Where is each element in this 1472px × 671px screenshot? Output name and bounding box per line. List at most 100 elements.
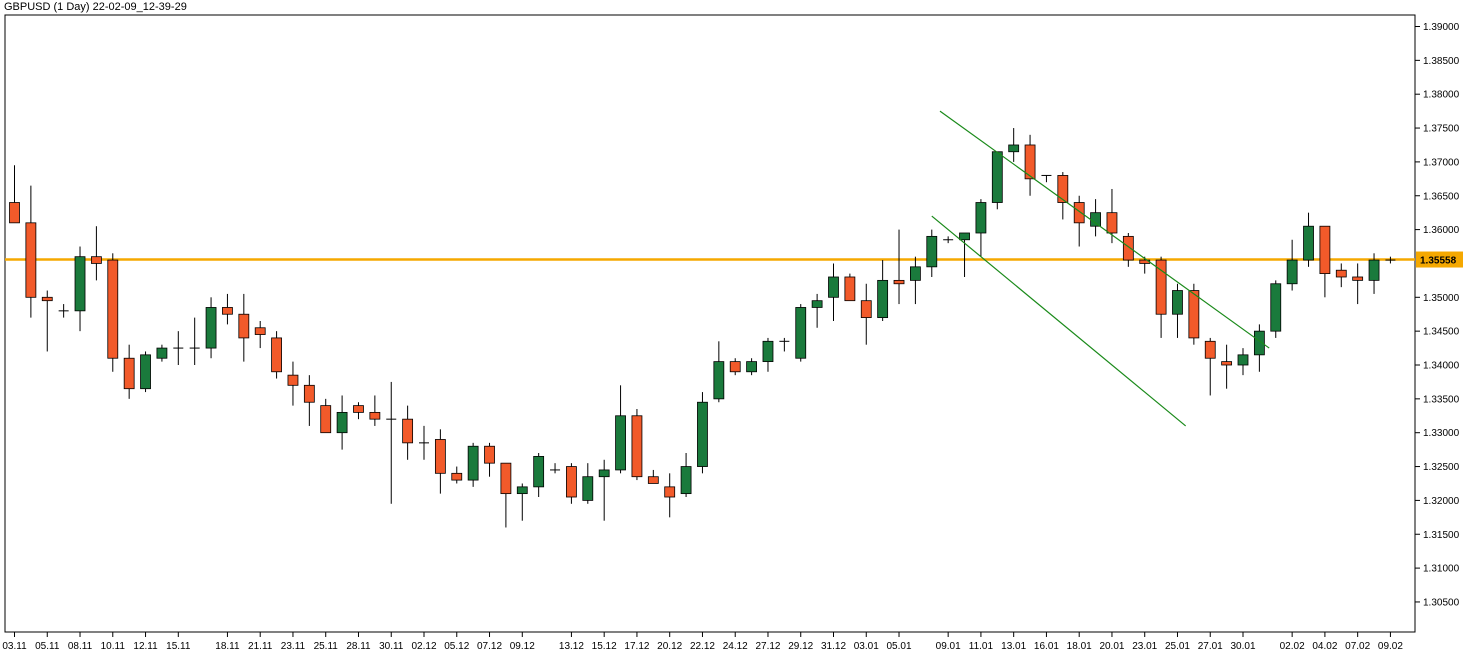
candle-up — [467, 445, 479, 481]
candle-down — [647, 476, 659, 484]
x-tick-label: 05.11 — [35, 641, 60, 652]
candle-down — [91, 256, 102, 264]
chart-frame — [4, 14, 1416, 633]
x-tick-label: 13.12 — [559, 641, 584, 652]
y-axis: 1.39000 1.38500 1.38000 1.37500 1.37000 1.365… — [1415, 22, 1460, 608]
y-tick-label: 1.33500 — [1423, 394, 1460, 405]
candle-up — [697, 401, 708, 467]
candle-up — [582, 476, 594, 501]
candle-down — [1319, 225, 1331, 275]
candle-up — [795, 307, 807, 359]
candle-down — [25, 222, 37, 298]
y-tick-label: 1.30500 — [1423, 597, 1460, 608]
candle-up — [910, 266, 921, 281]
candle-down — [369, 411, 381, 420]
candle-up — [1368, 259, 1380, 281]
x-tick-label: 07.02 — [1345, 641, 1370, 652]
candle-up — [615, 415, 626, 471]
candle-up — [1237, 354, 1249, 366]
candle-up — [680, 466, 692, 495]
candle-down — [566, 466, 577, 498]
y-tick-label: 1.38500 — [1423, 56, 1460, 67]
y-tick-label: 1.31500 — [1423, 530, 1460, 541]
candle-down — [1188, 290, 1200, 339]
candle-down — [238, 313, 250, 339]
candle-up — [713, 361, 725, 400]
y-tick-label: 1.38000 — [1423, 90, 1460, 101]
candle-down — [303, 384, 315, 403]
x-tick-label: 15.11 — [166, 641, 191, 652]
price-tag — [1416, 251, 1463, 268]
candles-group — [9, 128, 1396, 528]
x-tick-label: 03.11 — [2, 641, 27, 652]
candle-up — [959, 232, 970, 241]
candle-down — [1352, 276, 1364, 281]
candle-down — [9, 202, 20, 224]
y-tick-label: 1.37500 — [1423, 124, 1460, 135]
x-tick-label: 05.12 — [444, 641, 469, 652]
candle-up — [74, 256, 86, 312]
y-tick-label: 1.32500 — [1423, 462, 1460, 473]
candle-down — [254, 327, 266, 335]
y-tick-label: 1.31000 — [1423, 564, 1460, 575]
candle-down — [271, 337, 282, 373]
candle-down — [1221, 361, 1233, 366]
x-tick-label: 03.01 — [854, 641, 879, 652]
x-tick-label: 17.12 — [624, 641, 649, 652]
x-tick-label: 22.12 — [690, 641, 715, 652]
candle-down — [320, 405, 332, 434]
x-tick-label: 20.01 — [1099, 641, 1124, 652]
candle-down — [1335, 269, 1347, 278]
y-tick-label: 1.32000 — [1423, 496, 1460, 507]
x-tick-label: 04.02 — [1312, 641, 1337, 652]
trendlines-group — [931, 110, 1270, 427]
candle-up — [975, 202, 987, 234]
candle-down — [41, 296, 53, 302]
x-tick-label: 09.12 — [510, 641, 535, 652]
y-tick-label: 1.39000 — [1423, 22, 1460, 33]
x-tick-label: 12.11 — [133, 641, 158, 652]
x-tick-label: 27.01 — [1198, 641, 1223, 652]
candle-up — [1008, 144, 1020, 153]
candle-up — [1270, 283, 1282, 332]
candle-down — [664, 486, 676, 498]
x-tick-label: 20.12 — [657, 641, 682, 652]
y-tick-label: 1.34000 — [1423, 361, 1460, 372]
candle-up — [877, 279, 889, 319]
candle-up — [1286, 259, 1298, 285]
x-tick-label: 07.12 — [477, 641, 502, 652]
x-tick-label: 21.11 — [248, 641, 273, 652]
x-tick-label: 29.12 — [788, 641, 813, 652]
candle-up — [205, 307, 217, 349]
candle-up — [516, 486, 528, 495]
x-tick-label: 30.11 — [379, 641, 404, 652]
candle-down — [729, 361, 741, 373]
x-tick-label: 24.12 — [723, 641, 748, 652]
candle-down — [402, 418, 414, 444]
candle-up — [811, 300, 823, 308]
y-tick-label: 1.36000 — [1423, 225, 1460, 236]
x-tick-label: 28.11 — [346, 641, 371, 652]
candle-down — [484, 445, 495, 464]
x-tick-label: 09.02 — [1378, 641, 1403, 652]
candle-up — [746, 361, 757, 373]
channel-trendline — [931, 215, 1187, 427]
candle-up — [1090, 212, 1101, 227]
candle-down — [1122, 235, 1134, 261]
candle-down — [1106, 212, 1118, 234]
candle-up — [156, 347, 168, 359]
candle-up — [533, 455, 545, 488]
x-tick-label: 02.02 — [1280, 641, 1305, 652]
candle-up — [828, 276, 839, 298]
x-tick-label: 13.01 — [1001, 641, 1026, 652]
candle-up — [1253, 330, 1265, 356]
candle-up — [140, 354, 151, 390]
candle-up — [336, 411, 348, 434]
candle-down — [107, 259, 119, 359]
x-tick-label: 10.11 — [101, 641, 126, 652]
x-tick-label: 31.12 — [821, 641, 846, 652]
candle-down — [844, 276, 856, 302]
candle-up — [1172, 290, 1183, 315]
plot-border — [4, 14, 1416, 633]
